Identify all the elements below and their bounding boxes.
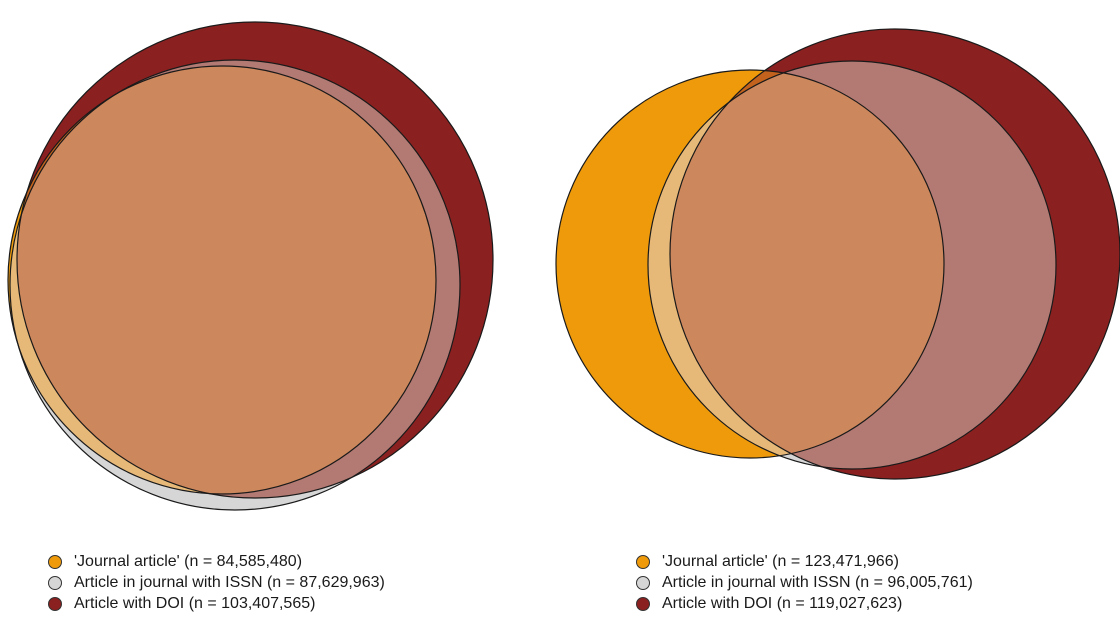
legend-item-doi: Article with DOI (n = 103,407,565) xyxy=(48,593,385,614)
legend-item-issn: Article in journal with ISSN (n = 96,005… xyxy=(636,572,973,593)
legend-item-issn: Article in journal with ISSN (n = 87,629… xyxy=(48,572,385,593)
set-outline-issn xyxy=(647,60,1057,470)
set-outline-journal-article xyxy=(555,69,945,459)
set-outline-journal-article xyxy=(7,65,437,495)
set-outline-doi xyxy=(16,21,494,499)
legend-label-issn: Article in journal with ISSN (n = 87,629… xyxy=(74,574,385,591)
legend-item-journal-article: 'Journal article' (n = 123,471,966) xyxy=(636,551,973,572)
venn-diagrams xyxy=(7,21,1120,511)
set-outline-doi xyxy=(669,28,1120,480)
legend-dot-issn xyxy=(48,575,62,590)
legend-label-journal-article: 'Journal article' (n = 123,471,966) xyxy=(662,553,899,570)
legend-dot-journal-article xyxy=(636,554,650,569)
legend-label-doi: Article with DOI (n = 103,407,565) xyxy=(74,595,316,612)
legend-item-doi: Article with DOI (n = 119,027,623) xyxy=(636,593,973,614)
overlap-all-three xyxy=(670,70,944,458)
legend-left: 'Journal article' (n = 84,585,480) Artic… xyxy=(48,551,385,614)
legend-label-doi: Article with DOI (n = 119,027,623) xyxy=(662,595,903,612)
legend-dot-journal-article xyxy=(48,554,62,569)
set-outline-issn xyxy=(9,59,461,511)
overlap-all-three xyxy=(17,66,436,494)
legend-right: 'Journal article' (n = 123,471,966) Arti… xyxy=(636,551,973,614)
legend-dot-issn xyxy=(636,575,650,590)
venn-diagram-2 xyxy=(555,28,1120,480)
venn-diagram-1 xyxy=(7,21,494,511)
legend-item-journal-article: 'Journal article' (n = 84,585,480) xyxy=(48,551,385,572)
legend-label-issn: Article in journal with ISSN (n = 96,005… xyxy=(662,574,973,591)
legend-label-journal-article: 'Journal article' (n = 84,585,480) xyxy=(74,553,303,570)
legend-dot-doi xyxy=(48,596,62,611)
legend-dot-doi xyxy=(636,596,650,611)
